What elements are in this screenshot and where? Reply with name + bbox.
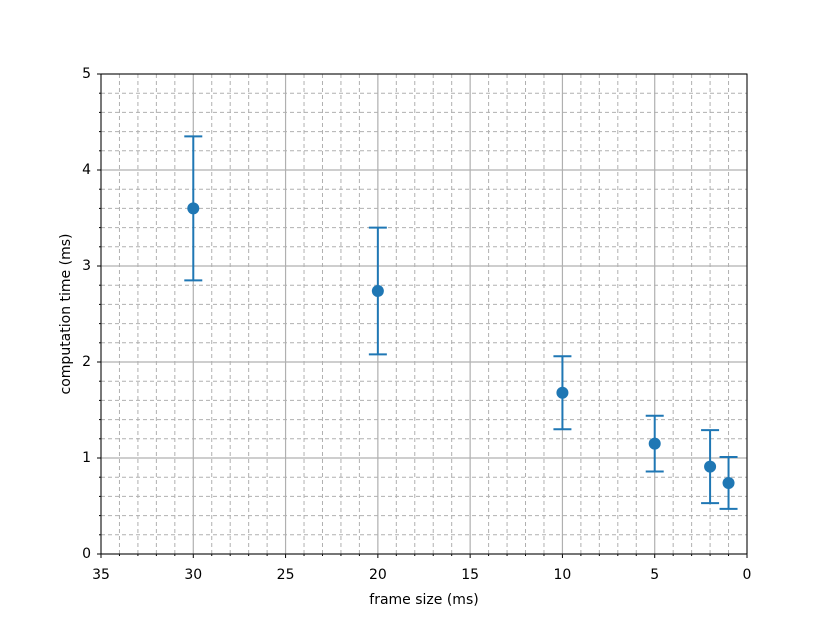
x-tick-label: 25	[277, 567, 295, 583]
y-tick-label: 5	[82, 66, 91, 82]
x-axis-label: frame size (ms)	[369, 592, 478, 608]
x-tick-label: 5	[650, 567, 659, 583]
y-tick-label: 2	[82, 354, 91, 370]
point	[371, 284, 384, 297]
x-tick-label: 15	[461, 567, 479, 583]
point	[722, 476, 735, 489]
y-tick-label: 3	[82, 258, 91, 274]
y-tick-label: 0	[82, 546, 91, 562]
point	[556, 386, 569, 399]
plot-frame	[100, 73, 748, 555]
x-tick-label: 0	[743, 567, 752, 583]
x-tick-label: 20	[369, 567, 387, 583]
x-tick-label: 10	[554, 567, 572, 583]
x-tick-label: 30	[184, 567, 202, 583]
point	[187, 202, 200, 215]
x-tick-label: 35	[92, 567, 110, 583]
y-tick-label: 4	[82, 162, 91, 178]
y-tick-label: 1	[82, 450, 91, 466]
point	[648, 437, 661, 450]
y-axis-label: computation time (ms)	[58, 234, 74, 395]
point	[704, 460, 717, 473]
